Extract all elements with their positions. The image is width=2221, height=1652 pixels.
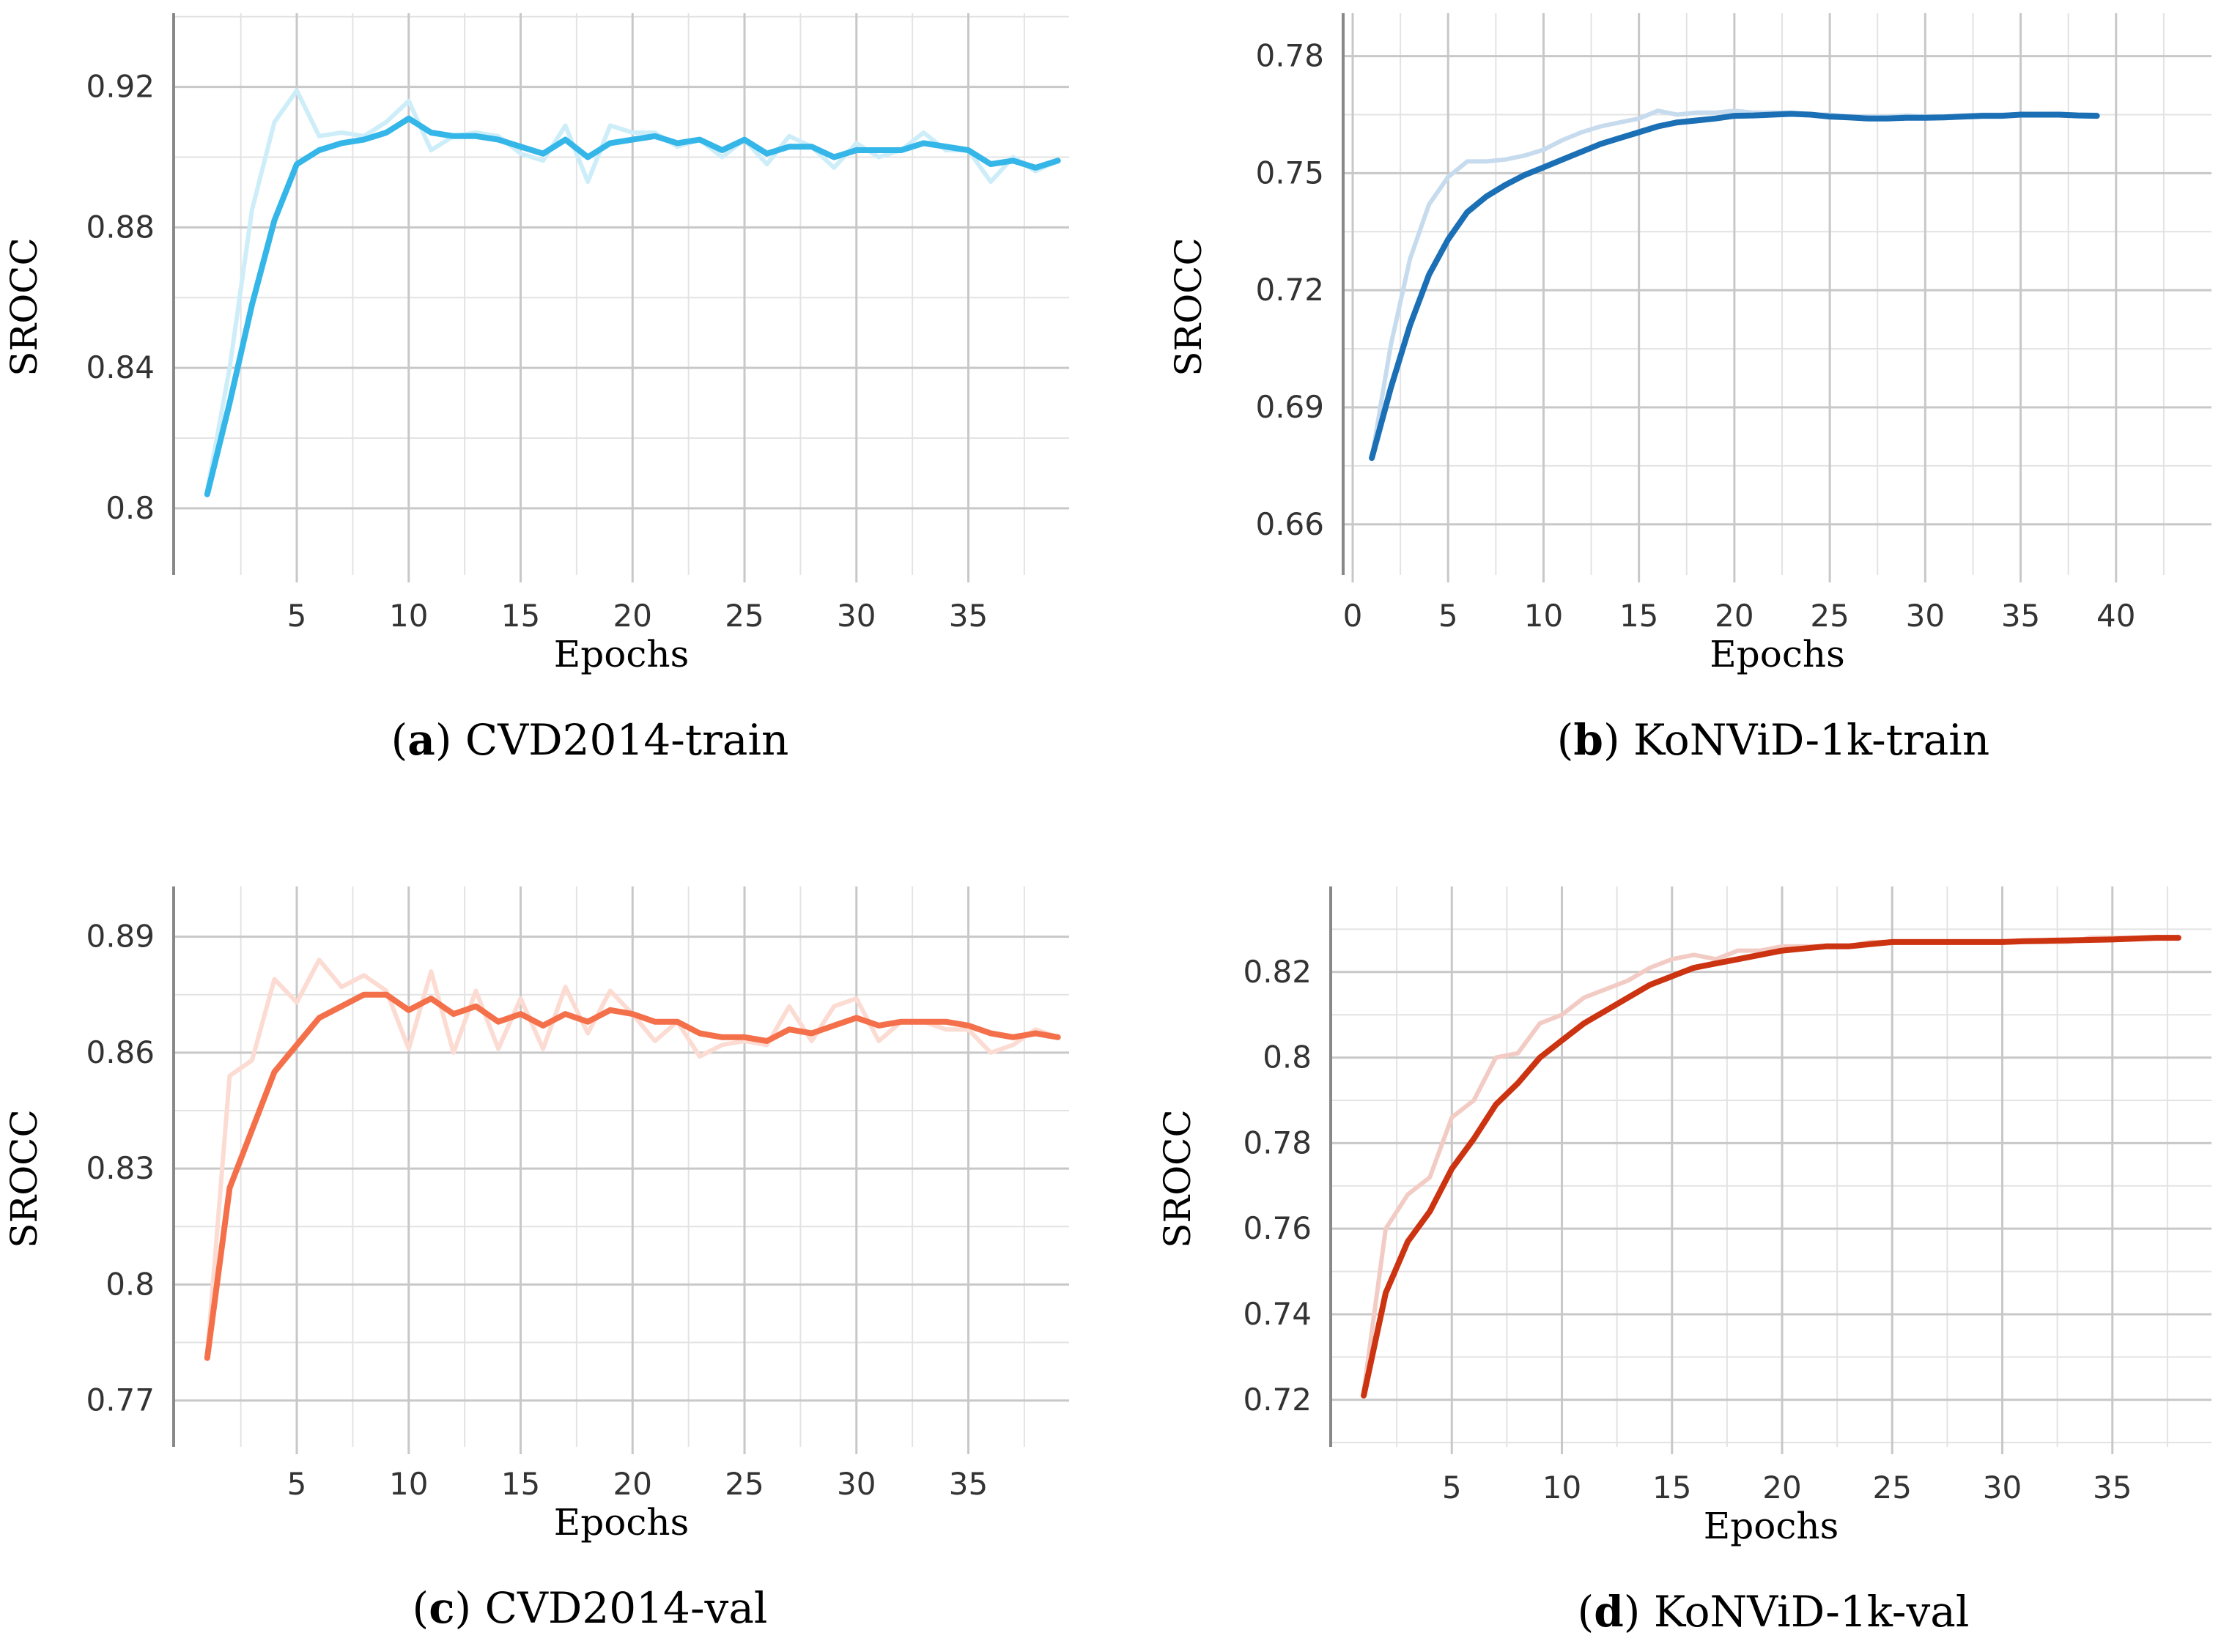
- x-tick-label: 20: [1715, 598, 1753, 634]
- caption-text: ) KoNViD-1k-val: [1624, 1587, 1970, 1637]
- chart-panel-d: 5 10 15 20 25 30 35 0.72 0.74 0.76 0.78 0.8 0.82 SROC…: [1156, 886, 2211, 1637]
- x-tick-label: 25: [725, 1466, 764, 1502]
- y-tick-label: 0.69: [1255, 389, 1324, 425]
- x-tick-label: 10: [1524, 598, 1563, 634]
- x-tick-label: 0: [1343, 598, 1363, 634]
- y-tick-label: 0.77: [86, 1382, 155, 1418]
- x-tick-label: 10: [389, 598, 428, 634]
- caption-tag-letter: b: [1573, 715, 1603, 765]
- x-tick-label: 25: [725, 598, 764, 634]
- caption-tag-letter: d: [1594, 1587, 1624, 1637]
- chart-panel-b: 0 5 10 15 20 25 30 35 40 0.66 0.69 0.72 0.75 0.78 SROC…: [1167, 13, 2211, 765]
- y-axis-label: SROCC: [3, 237, 45, 376]
- y-tick-label: 0.72: [1255, 272, 1324, 308]
- y-tick-label: 0.8: [106, 490, 155, 526]
- y-tick-label: 0.74: [1243, 1296, 1312, 1332]
- series-line-smoothed: [1361, 935, 2181, 1399]
- x-axis-label: Epochs: [554, 633, 689, 675]
- series-line-smoothed: [204, 115, 1061, 497]
- x-tick-label: 40: [2096, 598, 2135, 634]
- y-tick-label: 0.83: [86, 1150, 155, 1186]
- panel-caption: (b) KoNViD-1k-train: [1557, 715, 1989, 765]
- chart-panel-c: 5 10 15 20 25 30 35 0.77 0.8 0.83 0.86 0.89 SROCC Epo…: [3, 886, 1069, 1633]
- y-axis-label: SROCC: [3, 1109, 45, 1248]
- caption-text: ) CVD2014-train: [435, 715, 789, 765]
- x-tick-label: 15: [1652, 1470, 1691, 1505]
- x-tick-label: 25: [1810, 598, 1849, 634]
- y-tick-label: 0.84: [86, 349, 155, 385]
- x-tick-label: 20: [613, 598, 652, 634]
- y-tick-label: 0.75: [1255, 155, 1324, 190]
- caption-tag: (: [413, 1583, 429, 1633]
- x-tick-label: 10: [1542, 1470, 1581, 1505]
- x-tick-label: 5: [1442, 1470, 1462, 1505]
- caption-tag: (: [391, 715, 408, 765]
- series-line-smoothed: [1369, 111, 2100, 462]
- y-tick-label: 0.66: [1255, 506, 1324, 542]
- caption-tag: (: [1578, 1587, 1594, 1637]
- x-tick-label: 35: [2001, 598, 2040, 634]
- panel-caption: (a) CVD2014-train: [391, 715, 789, 765]
- series-line-raw: [204, 88, 1060, 493]
- x-tick-label: 35: [949, 1466, 988, 1502]
- chart-panel-a: 5 10 15 20 25 30 35 0.8 0.84 0.88 0.92 SROCC Epochs (…: [3, 13, 1069, 765]
- x-tick-label: 25: [1873, 1470, 1912, 1505]
- panel-caption: (c) CVD2014-val: [413, 1583, 768, 1633]
- x-tick-label: 5: [287, 1466, 307, 1502]
- caption-text: ) KoNViD-1k-train: [1603, 715, 1989, 765]
- y-axis-label: SROCC: [1156, 1109, 1199, 1248]
- y-tick-label: 0.86: [86, 1034, 155, 1070]
- x-tick-label: 15: [1619, 598, 1658, 634]
- x-tick-label: 35: [949, 598, 988, 634]
- y-tick-label: 0.88: [86, 209, 155, 245]
- caption-tag-letter: a: [407, 715, 435, 765]
- caption-text: ) CVD2014-val: [455, 1583, 768, 1633]
- y-tick-label: 0.89: [86, 919, 155, 955]
- y-tick-label: 0.8: [1263, 1040, 1312, 1075]
- x-tick-label: 5: [287, 598, 307, 634]
- series-line-raw: [1361, 936, 2181, 1394]
- series-line-smoothed: [204, 991, 1061, 1361]
- caption-tag: (: [1557, 715, 1574, 765]
- x-tick-label: 30: [837, 598, 876, 634]
- x-tick-label: 10: [389, 1466, 428, 1502]
- y-tick-label: 0.76: [1243, 1210, 1312, 1246]
- x-axis-label: Epochs: [1704, 1505, 1838, 1547]
- y-tick-label: 0.92: [86, 69, 155, 105]
- y-axis-label: SROCC: [1167, 237, 1210, 376]
- y-tick-label: 0.78: [1255, 38, 1324, 74]
- x-tick-label: 20: [613, 1466, 652, 1502]
- y-tick-label: 0.72: [1243, 1382, 1312, 1418]
- x-tick-label: 15: [501, 1466, 540, 1502]
- x-tick-label: 5: [1438, 598, 1458, 634]
- y-tick-label: 0.82: [1243, 954, 1312, 990]
- x-tick-label: 30: [837, 1466, 876, 1502]
- x-tick-label: 30: [1983, 1470, 2022, 1505]
- x-tick-label: 35: [2093, 1470, 2132, 1505]
- x-tick-label: 20: [1762, 1470, 1801, 1505]
- caption-tag-letter: c: [429, 1583, 454, 1633]
- y-tick-label: 0.8: [106, 1266, 155, 1302]
- x-axis-label: Epochs: [554, 1501, 689, 1544]
- y-tick-label: 0.78: [1243, 1125, 1312, 1160]
- x-tick-label: 30: [1906, 598, 1945, 634]
- x-tick-label: 15: [501, 598, 540, 634]
- panel-caption: (d) KoNViD-1k-val: [1578, 1587, 1970, 1637]
- x-axis-label: Epochs: [1710, 633, 1844, 675]
